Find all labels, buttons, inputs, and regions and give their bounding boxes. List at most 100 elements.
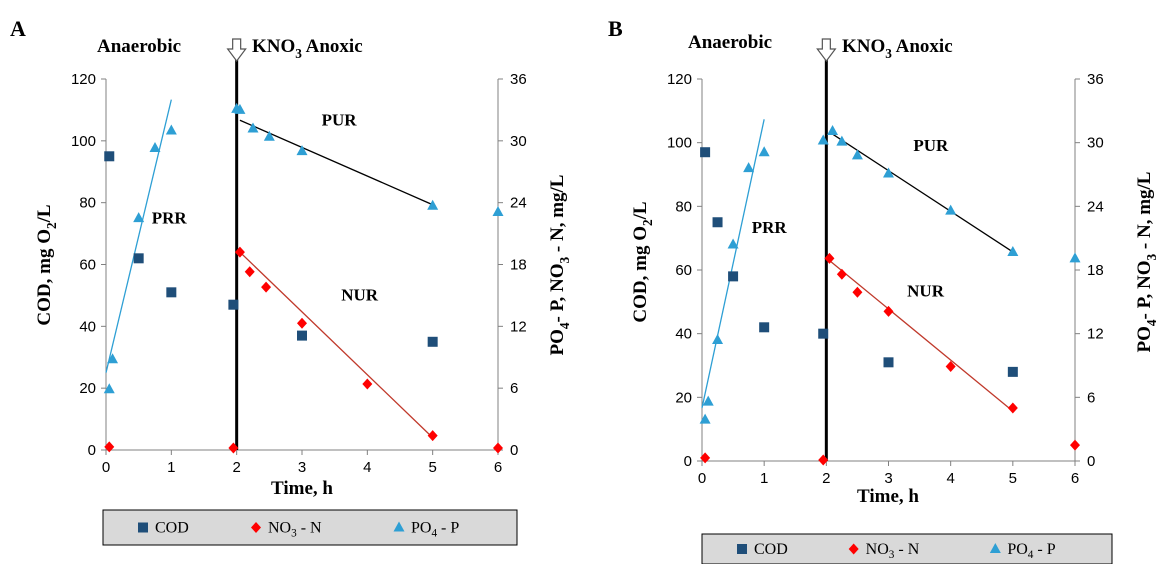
x-tick-label: 1 [760,470,768,487]
y-left-tick-label: 40 [675,326,692,343]
no3-point [836,268,847,280]
po4-point [836,135,848,146]
x-tick-label: 3 [298,459,306,476]
fit-line-nur [829,259,1014,412]
rate-label-pur: PUR [913,136,949,155]
x-tick-label: 1 [167,459,175,476]
po4-point [247,122,259,133]
chart-panel-a: A0 1 2 3 4 5 6020406080100120061218243036Anaer… [10,16,572,546]
no3-point [493,442,503,454]
cod-point [728,271,739,282]
x-tick-label: 3 [884,470,892,487]
y-left-tick-label: 0 [88,442,96,459]
x-tick-label: 2 [232,459,240,476]
cod-point [104,151,115,162]
legend-po4-label: PO4 - P [411,520,459,540]
y-left-tick-label: 60 [675,262,692,279]
no3-point [362,378,373,390]
x-tick-label: 0 [102,459,110,476]
no3-point [297,317,307,329]
y-left-tick-label: 100 [667,135,692,152]
no3-point [818,454,829,466]
y-left-tick-label: 80 [79,195,96,212]
cod-point [297,330,307,341]
no3-point [945,361,956,373]
x-tick-label: 5 [428,459,436,476]
no3-point [883,305,894,317]
rate-label-nur: NUR [907,282,945,301]
x-tick-label: 0 [698,470,706,487]
rate-label-pur: PUR [322,110,358,129]
y-left-tick-label: 0 [684,453,692,470]
po4-point [699,413,711,424]
cod-point [228,299,239,310]
y-right-tick-label: 30 [1087,135,1104,152]
legend-po4-marker [393,521,405,532]
y-right-tick-label: 12 [1087,326,1104,343]
fit-line-pur [239,119,433,206]
x-tick-label: 4 [946,470,954,487]
legend-box [102,509,518,546]
no3-point [228,442,239,454]
legend-po4-marker [989,543,1001,553]
y-right-tick-label: 6 [510,380,518,397]
y-left-axis-label: COD, mg O2/L [630,201,655,322]
no3-point [1007,402,1018,414]
fit-line-pur [829,131,1014,253]
y-left-tick-label: 20 [675,389,692,406]
legend: COD NO3 - N PO4 - P [102,509,518,546]
po4-point [103,383,115,394]
y-right-tick-label: 0 [510,442,518,459]
cod-point [712,217,723,228]
y-right-tick-label: 18 [510,257,527,274]
po4-point [727,238,739,249]
cod-point [883,357,894,368]
x-tick-label: 5 [1009,470,1017,487]
y-right-tick-label: 24 [1087,198,1104,215]
y-right-tick-label: 6 [1087,389,1095,406]
legend-po4-label: PO4 - P [1007,541,1055,561]
x-tick-label: 6 [494,459,502,476]
no3-point [104,441,115,453]
no3-point [244,266,255,278]
y-left-tick-label: 100 [71,133,96,150]
y-left-tick-label: 40 [79,318,96,335]
y-left-tick-label: 120 [667,71,692,88]
phase-label-anaerobic: Anaerobic [97,36,181,57]
po4-point [758,146,770,157]
no3-point [824,252,835,264]
x-axis-label: Time, h [271,478,333,499]
no3-point [852,286,863,298]
legend-no3-label: NO3 - N [268,520,322,540]
x-tick-label: 2 [822,470,830,487]
phase-label-kno3-anoxic: KNO3 Anoxic [842,36,953,61]
cod-point [166,287,177,298]
no3-point [261,281,272,293]
legend-cod-label: COD [754,541,788,558]
po4-point [107,353,119,364]
po4-point [492,205,504,216]
y-right-tick-label: 36 [510,71,527,88]
y-right-axis-label: PO4- P, NO3 - N, mg/L [1134,172,1159,353]
panel-letter: B [608,16,623,41]
y-left-tick-label: 120 [71,71,96,88]
rate-label-prr: PRR [752,218,788,237]
cod-point [759,322,770,333]
no3-point [427,430,438,442]
legend-no3-marker [848,543,859,555]
no3-point [700,452,711,464]
fit-line-prr [701,119,765,409]
no3-point [234,246,245,258]
legend-cod-label: COD [155,520,189,537]
po4-point [883,167,894,178]
y-right-tick-label: 12 [510,318,527,335]
legend-cod-marker [737,544,747,554]
legend-no3-marker [251,522,261,533]
legend-cod-marker [138,522,148,533]
phase-label-anaerobic: Anaerobic [688,32,772,53]
po4-point [817,134,829,145]
phase-label-kno3-anoxic: KNO3 Anoxic [252,36,363,61]
po4-point [234,103,246,114]
po4-point [945,204,957,215]
